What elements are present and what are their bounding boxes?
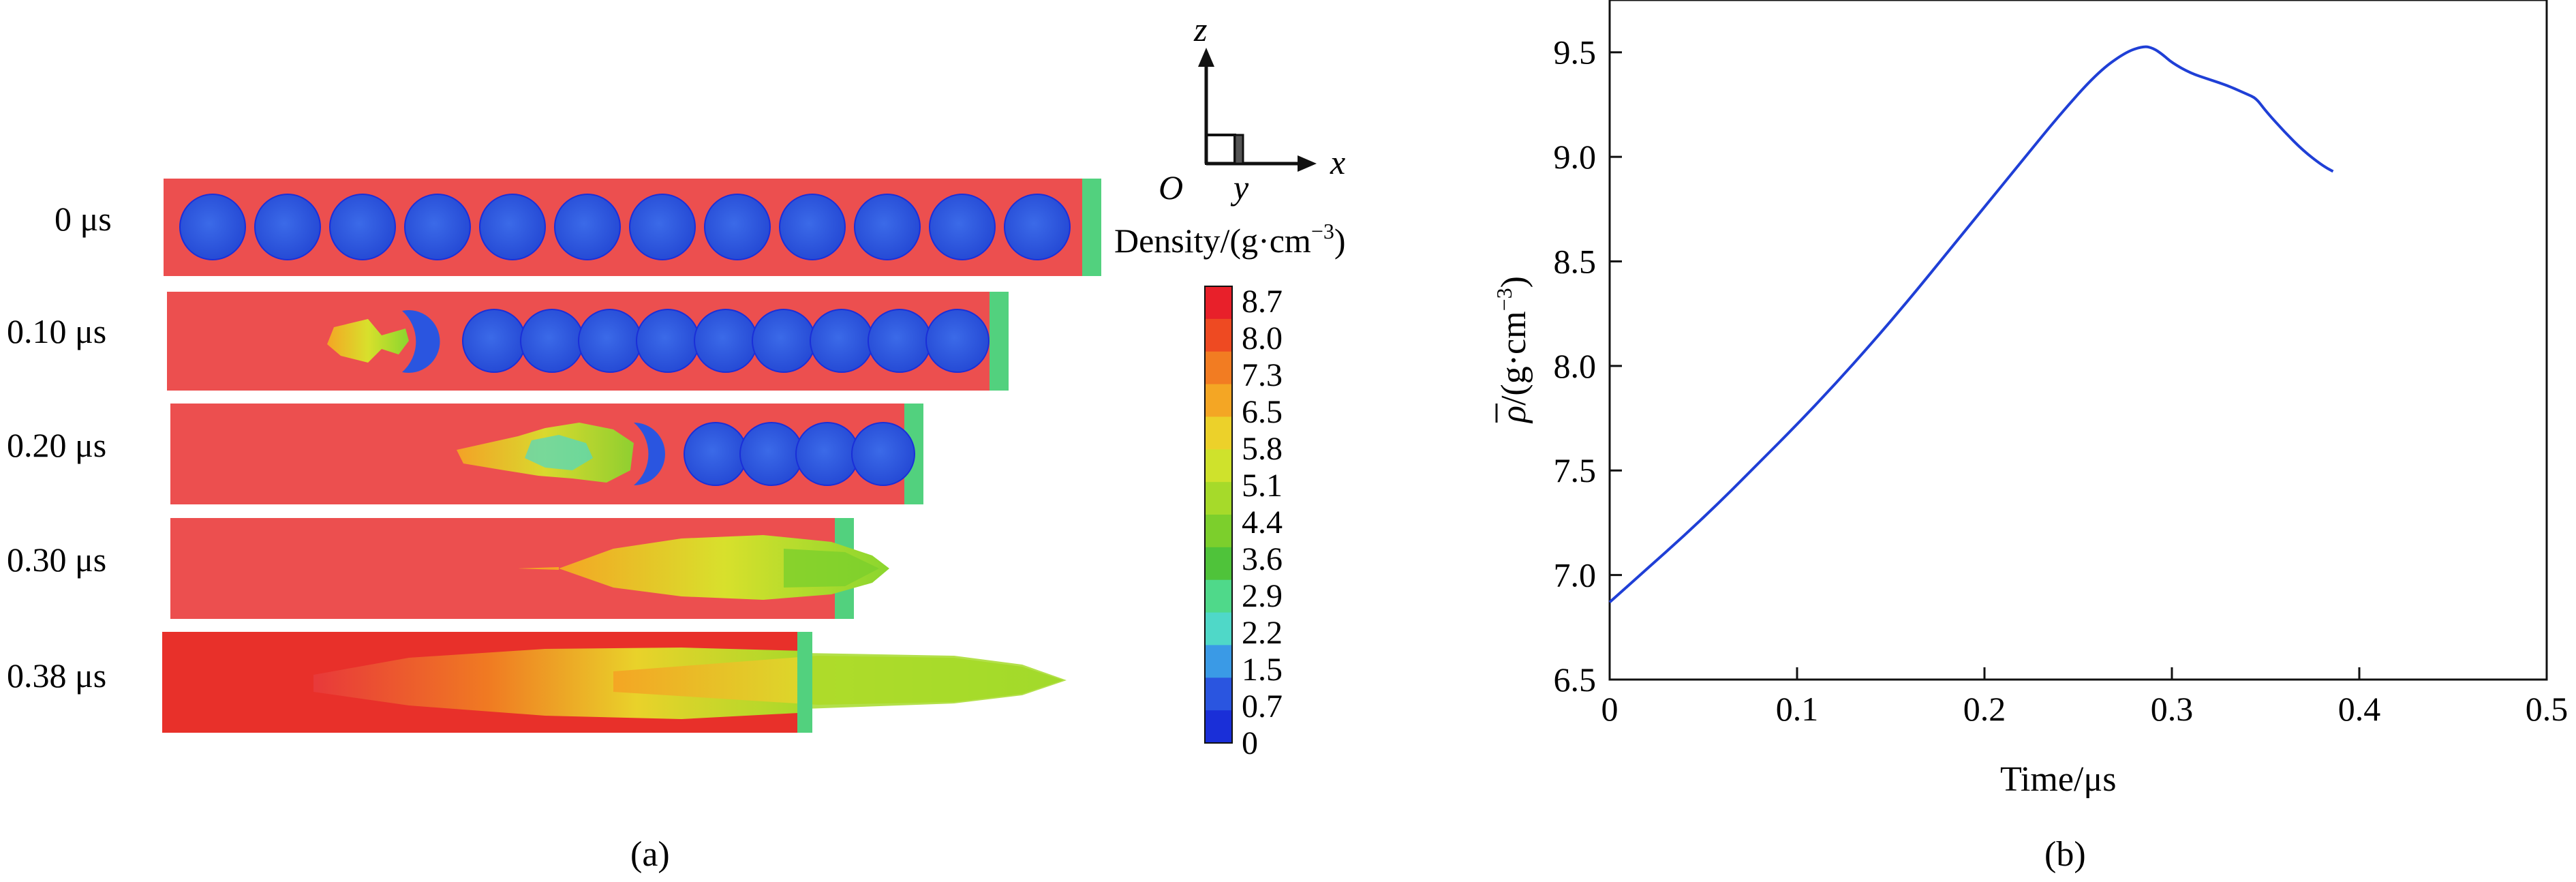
time-label-3: 0.30 μs bbox=[7, 541, 106, 579]
x-tick-label: 0.2 bbox=[1963, 690, 2006, 728]
projectile-sphere bbox=[929, 194, 996, 260]
time-label-4: 0.38 μs bbox=[7, 656, 106, 695]
panel-b: 6.5 7.0 7.5 8.0 8.5 9.0 9.5 0 0.1 0.2 0.3 0.4 0.5 T… bbox=[1492, 0, 2568, 874]
colorbar-swatch bbox=[1205, 318, 1232, 352]
projectile-sphere bbox=[329, 194, 396, 260]
y-tick-label: 7.0 bbox=[1554, 556, 1597, 594]
projectile-spheres-0 bbox=[179, 194, 1071, 260]
axis-y-label: y bbox=[1230, 168, 1249, 207]
colorbar-tick-label: 7.3 bbox=[1242, 357, 1283, 393]
y-axis-label-group: ρ/(g·cm−3) bbox=[1492, 276, 1533, 424]
axis-z-label: z bbox=[1193, 10, 1207, 48]
projectile-spheres-2 bbox=[684, 422, 915, 486]
coordinate-axes-icon bbox=[1198, 48, 1317, 172]
x-tick-label: 0.1 bbox=[1776, 690, 1819, 728]
projectile-sphere bbox=[868, 309, 932, 373]
projectile-sphere bbox=[810, 309, 874, 373]
projectile-sphere bbox=[925, 309, 990, 373]
projectile-sphere bbox=[479, 194, 546, 260]
colorbar-tick-label: 0 bbox=[1242, 725, 1258, 761]
projectile-sphere bbox=[629, 194, 696, 260]
colorbar-tick-label: 3.6 bbox=[1242, 541, 1283, 577]
caption-b: (b) bbox=[2044, 835, 2086, 874]
x-tick-label: 0.3 bbox=[2151, 690, 2194, 728]
plot-area bbox=[1608, 0, 2548, 681]
projectile-sphere bbox=[704, 194, 771, 260]
x-axis-label: Time/μs bbox=[2000, 760, 2116, 799]
caption-a: (a) bbox=[630, 835, 670, 874]
colorbar-title: Density/(g·cm−3) bbox=[1114, 219, 1346, 260]
colorbar-swatch bbox=[1205, 351, 1232, 385]
density-series-line bbox=[1608, 45, 2334, 603]
projectile-sphere bbox=[636, 309, 700, 373]
colorbar-swatch bbox=[1205, 449, 1232, 483]
projectile-sphere bbox=[254, 194, 321, 260]
colorbar-swatch bbox=[1205, 515, 1232, 548]
colorbar-frame bbox=[1204, 286, 1233, 744]
sim-frame-3 bbox=[170, 518, 889, 619]
colorbar: 8.78.07.36.55.85.14.43.62.92.21.50.70 bbox=[1204, 284, 1283, 761]
projectile-sphere bbox=[462, 309, 526, 373]
colorbar-tick-label: 5.8 bbox=[1242, 431, 1283, 467]
x-tick-label: 0 bbox=[1601, 690, 1619, 728]
x-tick-label: 0.5 bbox=[2526, 690, 2569, 728]
projectile-spheres-1 bbox=[462, 309, 990, 373]
projectile-sphere bbox=[752, 309, 816, 373]
colorbar-swatch bbox=[1205, 710, 1232, 744]
y-tick-label: 8.5 bbox=[1554, 242, 1597, 280]
colorbar-swatch bbox=[1205, 579, 1232, 613]
y-tick-label: 8.0 bbox=[1554, 347, 1597, 385]
colorbar-tick-label: 1.5 bbox=[1242, 652, 1283, 688]
projectile-sphere bbox=[739, 422, 803, 486]
projectile-sphere bbox=[851, 422, 915, 486]
axis-x-label: x bbox=[1330, 143, 1345, 181]
y-axis-label: ρ/(g·cm−3) bbox=[1492, 276, 1533, 424]
colorbar-tick-label: 0.7 bbox=[1242, 688, 1283, 725]
sim-frame-1 bbox=[167, 292, 1009, 391]
y-tick-label: 9.5 bbox=[1554, 33, 1597, 72]
time-label-2: 0.20 μs bbox=[7, 426, 106, 464]
colorbar-tick-label: 2.9 bbox=[1242, 578, 1283, 614]
sim-frame-2 bbox=[170, 404, 923, 504]
colorbar-swatch bbox=[1205, 286, 1232, 320]
y-tick-label: 6.5 bbox=[1554, 660, 1597, 699]
colorbar-tick-label: 8.0 bbox=[1242, 320, 1283, 356]
panel-a: 0 μs 0.10 μs 0.20 μs 0.30 μs 0.38 μs bbox=[7, 10, 1346, 874]
colorbar-swatch bbox=[1205, 547, 1232, 581]
projectile-sphere bbox=[854, 194, 921, 260]
projectile-sphere bbox=[179, 194, 246, 260]
x-tick-label: 0.4 bbox=[2338, 690, 2381, 728]
axis-origin-label: O bbox=[1159, 168, 1183, 207]
projectile-sphere bbox=[578, 309, 642, 373]
colorbar-tick-label: 2.2 bbox=[1242, 615, 1283, 651]
projectile-sphere bbox=[404, 194, 471, 260]
x-ticks: 0 0.1 0.2 0.3 0.4 0.5 bbox=[1601, 667, 2569, 728]
projectile-sphere bbox=[554, 194, 621, 260]
time-label-1: 0.10 μs bbox=[7, 312, 106, 350]
sim-frame-0 bbox=[164, 179, 1101, 276]
y-tick-label: 7.5 bbox=[1554, 451, 1597, 489]
projectile-sphere bbox=[694, 309, 758, 373]
colorbar-tick-label: 6.5 bbox=[1242, 394, 1283, 430]
colorbar-swatch bbox=[1205, 645, 1232, 678]
projectile-sphere bbox=[520, 309, 584, 373]
y-ticks: 6.5 7.0 7.5 8.0 8.5 9.0 9.5 bbox=[1554, 33, 1622, 699]
projectile-sphere bbox=[779, 194, 846, 260]
projectile-sphere bbox=[1004, 194, 1071, 260]
colorbar-swatch bbox=[1205, 678, 1232, 711]
colorbar-tick-label: 5.1 bbox=[1242, 468, 1283, 504]
colorbar-swatch bbox=[1205, 416, 1232, 450]
time-label-0: 0 μs bbox=[55, 200, 112, 238]
projectile-sphere bbox=[684, 422, 748, 486]
colorbar-tick-label: 8.7 bbox=[1242, 284, 1283, 320]
colorbar-swatch bbox=[1205, 612, 1232, 645]
colorbar-swatch bbox=[1205, 482, 1232, 515]
colorbar-swatch bbox=[1205, 384, 1232, 417]
y-tick-label: 9.0 bbox=[1554, 138, 1597, 176]
sim-frame-4 bbox=[162, 632, 1067, 733]
colorbar-tick-label: 4.4 bbox=[1242, 504, 1283, 541]
projectile-sphere bbox=[795, 422, 859, 486]
